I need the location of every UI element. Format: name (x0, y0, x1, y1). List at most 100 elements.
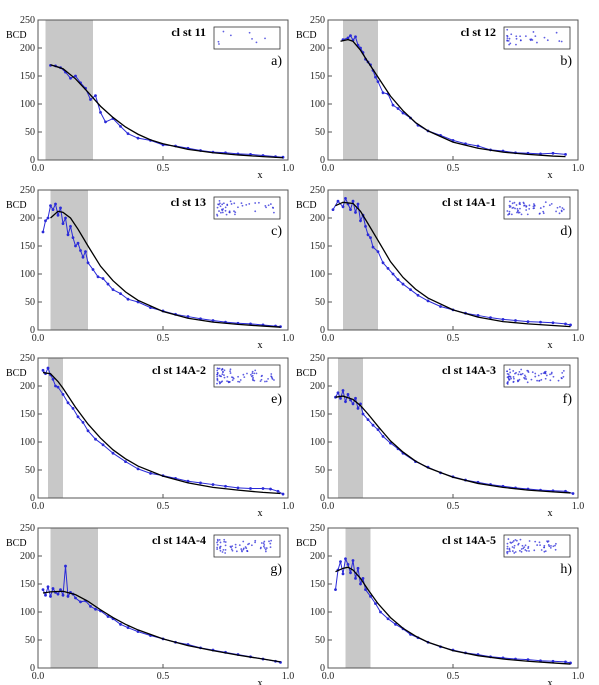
data-point (149, 471, 152, 475)
data-point (539, 152, 542, 156)
thumbnail-dot (216, 543, 219, 546)
data-point (381, 435, 385, 438)
thumbnail-dot (224, 209, 227, 212)
thumbnail-dot (234, 213, 236, 216)
data-point (74, 74, 77, 78)
x-tick-label: 0.5 (447, 501, 460, 512)
y-tick-label: 0 (30, 155, 35, 166)
thumbnail-dot (216, 379, 219, 382)
data-point (381, 261, 385, 265)
y-tick-label: 50 (315, 297, 325, 308)
x-tick-label: 1.0 (572, 501, 585, 512)
y-tick-label: 250 (310, 185, 325, 196)
data-point (366, 418, 370, 421)
thumbnail-dot (508, 213, 511, 215)
y-tick-label: 250 (310, 15, 325, 26)
chart-panel: 0 50 100 150 200 250 0.0 0.5 1.0 BCD x cl st 14A-2 e… (6, 353, 294, 519)
thumbnail-dot (254, 539, 257, 542)
data-point (331, 208, 335, 212)
x-tick-label: 1.0 (282, 501, 295, 512)
thumbnail-dot (554, 548, 557, 551)
y-axis-label: BCD (296, 538, 317, 549)
thumbnail-dot (218, 382, 221, 385)
thumbnail-dot (538, 541, 541, 544)
y-tick-label: 100 (20, 99, 35, 110)
thumbnail-frame (213, 196, 281, 220)
shaded-region (50, 190, 88, 330)
thumbnail-dot (552, 375, 555, 378)
data-point (476, 314, 480, 317)
thumbnail-dot (513, 552, 516, 554)
thumbnail-dot (221, 209, 224, 212)
thumbnail-dot (506, 552, 509, 555)
thumbnail-frame (213, 364, 281, 388)
thumbnail-dot (216, 378, 219, 380)
thumbnail-dot (229, 200, 232, 203)
data-point (89, 605, 92, 608)
thumbnail-dot (550, 202, 553, 205)
y-tick-label: 100 (20, 607, 35, 618)
thumbnail-dot (216, 375, 219, 378)
shaded-region (343, 190, 378, 330)
thumbnail-frame (503, 364, 571, 388)
thumbnail-dot (242, 373, 245, 376)
data-point (356, 202, 360, 206)
data-point (476, 144, 480, 148)
thumbnail-dot (528, 550, 530, 552)
data-point (526, 320, 530, 323)
thumbnail-dot (507, 381, 509, 383)
thumbnail-dot (539, 207, 542, 209)
thumbnail-dot (249, 373, 252, 376)
data-point (126, 297, 130, 301)
data-point (76, 415, 80, 419)
data-point (249, 487, 252, 490)
data-point (49, 594, 52, 598)
y-tick-label: 50 (315, 127, 325, 138)
thumbnail-dot (251, 370, 254, 373)
thumbnail-dot (518, 211, 521, 214)
thumbnail-dot (549, 379, 552, 382)
thumbnail-dot (558, 212, 561, 215)
thumbnail-dot (514, 538, 517, 541)
thumbnail-dot (557, 379, 560, 382)
data-point (426, 299, 430, 303)
thumbnail-dot (260, 375, 263, 378)
thumbnail-dot (542, 205, 545, 208)
thumbnail-dot (224, 206, 227, 209)
thumbnail-dot (507, 538, 510, 540)
data-point (376, 250, 380, 254)
data-point (281, 492, 285, 496)
thumbnail-dot (507, 376, 510, 379)
thumbnail-dot (243, 376, 246, 378)
thumbnail-dot (246, 372, 248, 375)
thumbnail-dot (515, 539, 518, 542)
data-point (69, 225, 72, 228)
thumbnail-frame (503, 26, 571, 50)
x-axis-label: x (258, 340, 263, 351)
cluster-thumbnail-icon (503, 26, 571, 50)
data-point (41, 588, 45, 591)
data-point (501, 317, 505, 321)
data-point (79, 249, 82, 252)
data-point (46, 585, 50, 589)
thumbnail-dot (224, 549, 227, 551)
thumbnail-dot (218, 202, 221, 205)
thumbnail-dot (519, 538, 522, 541)
data-point (376, 428, 380, 432)
data-point (101, 443, 105, 447)
fit-curve (50, 64, 284, 159)
thumbnail-dot (240, 202, 243, 205)
thumbnail-dot (512, 376, 515, 378)
thumbnail-dot (248, 203, 251, 205)
thumbnail-dot (234, 543, 237, 546)
y-tick-label: 250 (20, 523, 35, 534)
thumbnail-dot (225, 213, 228, 216)
thumbnail-dot (511, 546, 514, 548)
thumbnail-dot (251, 372, 254, 375)
thumbnail-dot (221, 380, 224, 383)
panel-letter: e) (271, 392, 282, 407)
thumbnail-dot (539, 544, 541, 547)
data-point (341, 389, 345, 392)
panel-title: cl st 14A-2 (152, 363, 206, 377)
fit-curve (42, 371, 281, 495)
